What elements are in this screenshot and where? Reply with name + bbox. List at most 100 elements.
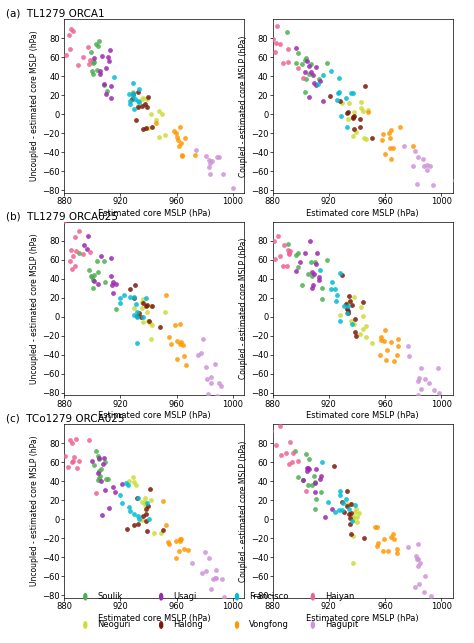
Text: Soulik: Soulik [97, 592, 123, 601]
Point [94, 451, 102, 462]
Point [311, 257, 319, 267]
Point [89, 282, 97, 293]
Point [319, 69, 327, 80]
Point [301, 67, 309, 77]
Point [286, 437, 294, 448]
Point [314, 79, 321, 89]
Point [79, 249, 87, 259]
Point [343, 308, 351, 318]
Point [108, 93, 115, 104]
Point [127, 292, 134, 302]
Point [282, 448, 290, 458]
Point [94, 41, 102, 51]
Point [270, 237, 278, 247]
Point [135, 101, 142, 111]
Y-axis label: Coupled - estimated core MSLP (hPa): Coupled - estimated core MSLP (hPa) [239, 440, 248, 582]
Point [173, 354, 181, 365]
Point [267, 426, 275, 437]
Point [415, 372, 423, 383]
Point [147, 300, 155, 311]
Point [345, 114, 352, 124]
Point [323, 255, 330, 266]
Point [327, 66, 335, 77]
Point [294, 455, 301, 466]
Point [98, 51, 105, 61]
Point [219, 168, 227, 179]
Y-axis label: Coupled - estimated core MSLP (hPa): Coupled - estimated core MSLP (hPa) [239, 238, 248, 379]
Point [294, 248, 302, 258]
Point [393, 543, 401, 554]
Text: Halong: Halong [173, 620, 203, 629]
Point [294, 63, 301, 73]
Point [350, 511, 357, 521]
Point [101, 457, 109, 467]
Point [176, 319, 184, 329]
Point [349, 531, 356, 541]
Point [362, 322, 370, 332]
Point [349, 112, 357, 122]
Point [285, 249, 292, 260]
Point [62, 451, 69, 461]
Point [373, 540, 381, 550]
Point [95, 36, 103, 46]
Point [374, 538, 382, 548]
Point [79, 51, 86, 62]
Point [139, 298, 146, 309]
Point [331, 284, 339, 294]
Point [134, 312, 141, 322]
Point [90, 57, 97, 67]
Point [173, 132, 181, 142]
Point [88, 66, 96, 77]
Point [107, 81, 115, 91]
Point [376, 350, 384, 360]
Point [357, 302, 365, 312]
Point [172, 320, 179, 331]
Point [176, 122, 184, 132]
Point [352, 331, 360, 341]
Point [337, 316, 344, 326]
Point [144, 102, 151, 113]
Point [387, 531, 394, 541]
Point [69, 251, 77, 261]
Point [295, 262, 302, 273]
Point [333, 290, 341, 300]
Point [364, 107, 372, 117]
Point [129, 91, 137, 101]
Point [139, 93, 147, 103]
Point [56, 237, 64, 248]
Point [352, 314, 359, 324]
Point [274, 231, 282, 241]
Point [130, 310, 137, 320]
Point [414, 152, 421, 162]
Point [362, 332, 369, 343]
Point [343, 499, 351, 509]
Point [126, 502, 133, 512]
Point [66, 435, 74, 446]
Point [105, 52, 112, 62]
Point [159, 495, 167, 505]
Point [311, 477, 319, 487]
Point [270, 33, 277, 44]
Point [141, 493, 149, 503]
Point [368, 338, 375, 349]
Point [130, 293, 138, 303]
Point [414, 554, 421, 565]
Point [102, 474, 109, 484]
Point [347, 508, 355, 518]
Point [304, 269, 312, 279]
Point [135, 514, 143, 524]
Point [382, 149, 389, 159]
Point [216, 152, 223, 163]
Point [127, 284, 134, 294]
Point [102, 63, 109, 73]
Point [301, 55, 309, 65]
Point [310, 280, 317, 291]
Point [94, 279, 102, 289]
Point [206, 169, 213, 179]
Point [272, 253, 279, 264]
Point [212, 574, 220, 584]
Point [386, 133, 394, 143]
Point [121, 290, 128, 300]
Point [343, 500, 350, 511]
Point [414, 376, 422, 386]
